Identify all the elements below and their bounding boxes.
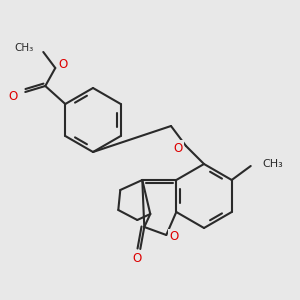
Text: O: O xyxy=(59,58,68,71)
Text: O: O xyxy=(133,253,142,266)
Text: CH₃: CH₃ xyxy=(14,43,33,53)
Text: CH₃: CH₃ xyxy=(263,159,284,169)
Text: O: O xyxy=(170,230,179,244)
Text: O: O xyxy=(173,142,183,154)
Text: O: O xyxy=(8,89,17,103)
